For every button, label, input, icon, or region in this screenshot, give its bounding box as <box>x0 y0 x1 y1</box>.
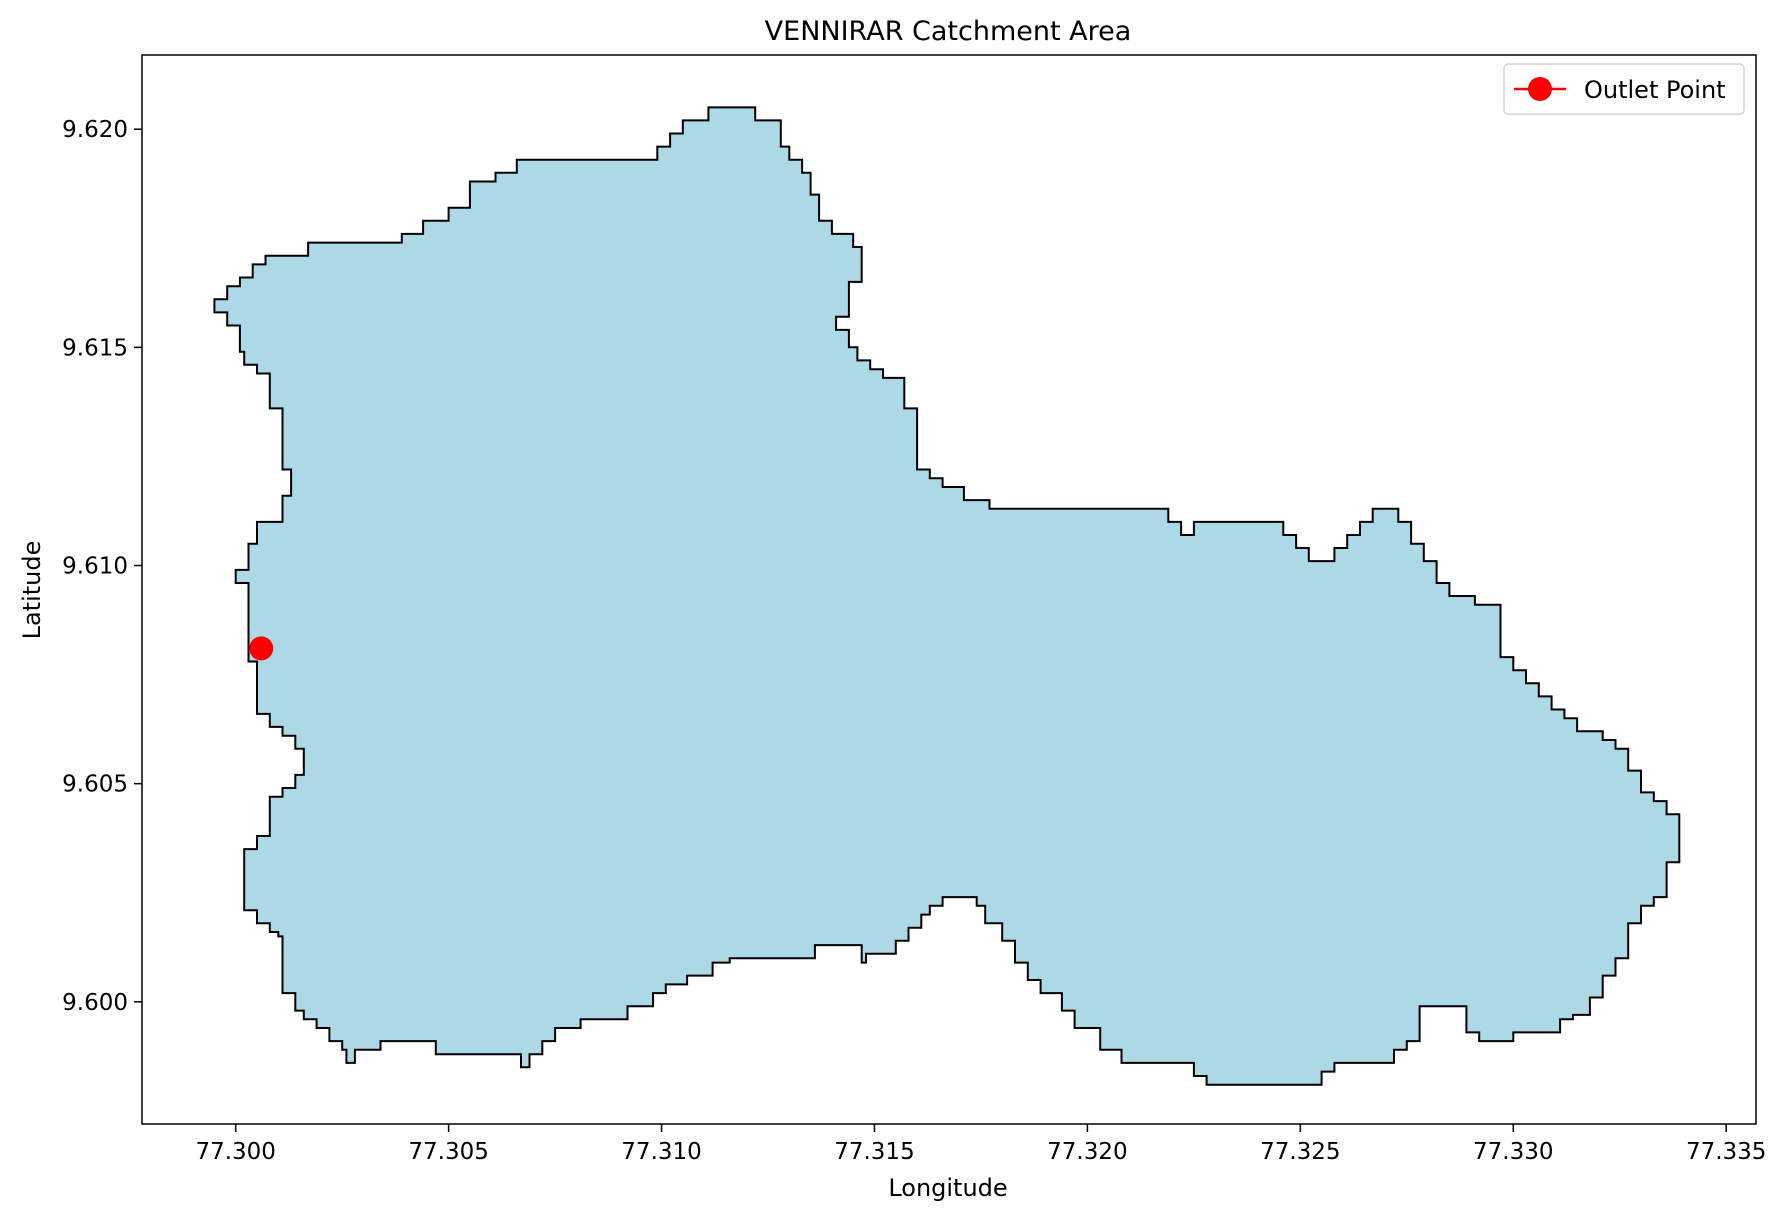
y-axis-ticks: 9.600 9.605 9.610 9.615 9.620 <box>62 117 142 1016</box>
outlet-point-marker[interactable] <box>249 636 274 661</box>
x-axis-ticks: 77.300 77.305 77.310 77.315 77.320 77.325 77.3… <box>195 1124 1766 1165</box>
x-tick-label: 77.310 <box>621 1139 701 1165</box>
legend-marker-dot <box>1528 77 1552 101</box>
y-axis-label: Latitude <box>18 541 46 640</box>
plot-frame <box>141 54 1757 1125</box>
legend-label-outlet-point: Outlet Point <box>1584 76 1726 104</box>
y-tick-label: 9.620 <box>62 117 128 143</box>
plot-area <box>213 106 1681 1086</box>
y-tick-label: 9.610 <box>62 554 128 580</box>
x-tick-label: 77.305 <box>408 1139 488 1165</box>
y-tick-label: 9.615 <box>62 335 128 361</box>
x-tick-label: 77.315 <box>834 1139 914 1165</box>
y-tick-label: 9.605 <box>62 772 128 798</box>
x-tick-label: 77.335 <box>1686 1139 1766 1165</box>
catchment-area-polygon <box>213 106 1681 1086</box>
x-tick-label: 77.330 <box>1473 1139 1553 1165</box>
x-tick-label: 77.300 <box>195 1139 275 1165</box>
y-tick-label: 9.600 <box>62 990 128 1016</box>
x-tick-label: 77.325 <box>1260 1139 1340 1165</box>
x-tick-label: 77.320 <box>1047 1139 1127 1165</box>
x-axis-label: Longitude <box>888 1174 1007 1202</box>
chart-title: VENNIRAR Catchment Area <box>765 16 1132 47</box>
legend-box <box>1503 63 1745 115</box>
legend: Outlet Point <box>1503 63 1745 115</box>
